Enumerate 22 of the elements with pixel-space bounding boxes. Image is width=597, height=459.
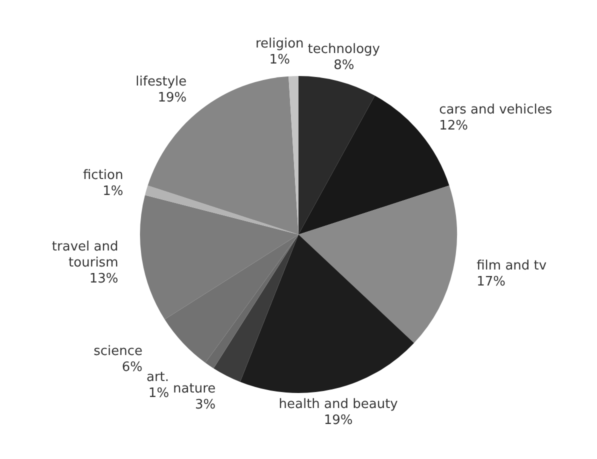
slice-label: lifestyle [136,74,187,90]
slice-label: science [94,344,143,359]
slice-label: health and beauty [278,396,398,412]
data-label: 13% [89,271,118,286]
slice-label: fiction [82,168,124,183]
data-label: 12% [439,118,468,134]
slice-label: film and tv [476,258,547,274]
data-label: 8% [334,58,354,74]
slice-label: cars and vehicles [439,102,552,118]
data-label: 1% [269,52,290,68]
slice-label: art. [146,370,170,385]
data-label: 1% [102,184,124,199]
data-label: 17% [476,274,506,290]
data-label: 6% [122,360,143,375]
slice-label: religion [255,36,304,52]
data-label: 3% [195,397,216,412]
slice-label: travel and tourism [52,239,118,270]
data-label: 19% [158,90,187,106]
data-label: 1% [148,386,170,401]
data-label: 19% [324,412,353,428]
slice-label: nature [173,381,216,396]
slice-label: technology [308,42,380,58]
